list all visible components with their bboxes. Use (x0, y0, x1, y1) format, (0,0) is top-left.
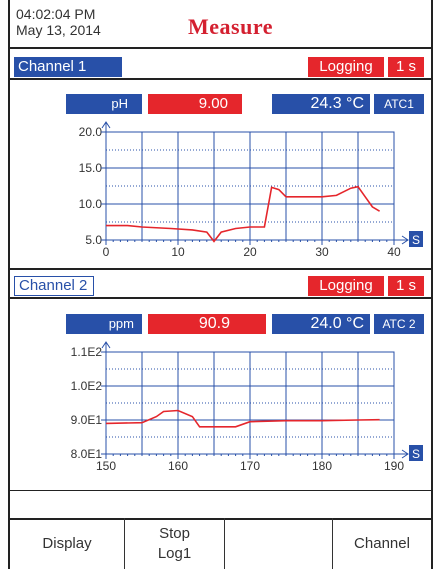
clock-date: May 13, 2014 (16, 22, 101, 38)
stop-log-button[interactable]: Stop Log1 (125, 518, 224, 569)
channel2-y-arrow (101, 341, 111, 352)
screen-title: Measure (188, 14, 273, 39)
channel2-interval-badge: 1 s (388, 276, 424, 296)
channel2-value: 90.9 (148, 314, 266, 334)
blank-softkey[interactable] (225, 518, 332, 569)
stop-log-button-label: Stop Log1 (157, 524, 192, 562)
channel2-xunit-box (409, 445, 423, 461)
channel1-xtick-label: 20 (243, 245, 257, 259)
channel1-ytick-label: 5.0 (85, 233, 102, 247)
channel2-xtick-label: 180 (312, 459, 332, 473)
display-button[interactable]: Display (10, 518, 124, 569)
channel2-label[interactable]: Channel 2 (14, 276, 94, 296)
channel1-x-arrow (394, 235, 409, 245)
channel1-xunit-box (409, 231, 423, 247)
channel2-ytick-label: 9.0E1 (71, 413, 103, 427)
channel1-xtick-label: 40 (387, 245, 401, 259)
channel1-bar (10, 78, 431, 80)
channel1-series-line (106, 185, 381, 243)
channel2-ytick-label: 1.1E2 (71, 345, 103, 359)
channel2-xtick-label: 190 (384, 459, 404, 473)
channel2-chart-svg: 150 160 170 180 190 8.0E1 9.0E1 1.0E2 1.1E2 S (71, 341, 423, 473)
softkey-separator (224, 518, 225, 569)
display-button-label: Display (42, 534, 92, 552)
footer-divider (10, 518, 431, 520)
softkey-separator (332, 518, 333, 569)
channel2-bar (10, 297, 431, 299)
clock-time: 04:02:04 PM (16, 6, 96, 22)
channel2-ytick-label: 1.0E2 (71, 379, 103, 393)
channel1-y-arrow (101, 121, 111, 132)
channel2-xtick-label: 170 (240, 459, 260, 473)
channel1-logging-badge: Logging (308, 57, 384, 77)
channel1-chart-svg: 0 10 20 30 40 5.0 10.0 15.0 20.0 S (79, 121, 423, 259)
channel2-atc: ATC 2 (374, 314, 424, 334)
channel2-temperature: 24.0 °C (272, 314, 370, 334)
channel1-label[interactable]: Channel 1 (14, 57, 122, 77)
softkey-separator (124, 518, 125, 569)
channel2-xtick-label: 150 (96, 459, 116, 473)
channel2-x-arrow (394, 449, 409, 459)
channel1-xtick-label: 30 (315, 245, 329, 259)
channel1-xunit-label: S (412, 233, 420, 247)
device-screen: 04:02:04 PM May 13, 2014 Measure Channel… (8, 0, 433, 569)
channel-button-label: Channel (354, 534, 410, 552)
header-divider (10, 47, 431, 49)
channel1-interval-badge: 1 s (388, 57, 424, 77)
channel2-logging-badge: Logging (308, 276, 384, 296)
channel2-xtick-label: 160 (168, 459, 188, 473)
channel2-series-line (105, 409, 380, 428)
channel2-unit: ppm (66, 314, 142, 334)
channel-button[interactable]: Channel (333, 518, 431, 569)
channel1-ytick-label: 15.0 (79, 161, 103, 175)
channel1-temperature: 24.3 °C (272, 94, 370, 114)
channel1-value: 9.00 (148, 94, 242, 114)
channel1-ytick-label: 10.0 (79, 197, 103, 211)
channel2-xunit-label: S (412, 447, 420, 461)
status-divider (10, 490, 431, 491)
channel1-ytick-label: 20.0 (79, 125, 103, 139)
channel-divider (10, 268, 431, 270)
channel1-unit: pH (66, 94, 142, 114)
datetime: 04:02:04 PM May 13, 2014 (16, 6, 101, 38)
channel2-ytick-label: 8.0E1 (71, 447, 103, 461)
channel1-xtick-label: 0 (103, 245, 110, 259)
channel1-xtick-label: 10 (171, 245, 185, 259)
channel1-atc: ATC1 (374, 94, 424, 114)
